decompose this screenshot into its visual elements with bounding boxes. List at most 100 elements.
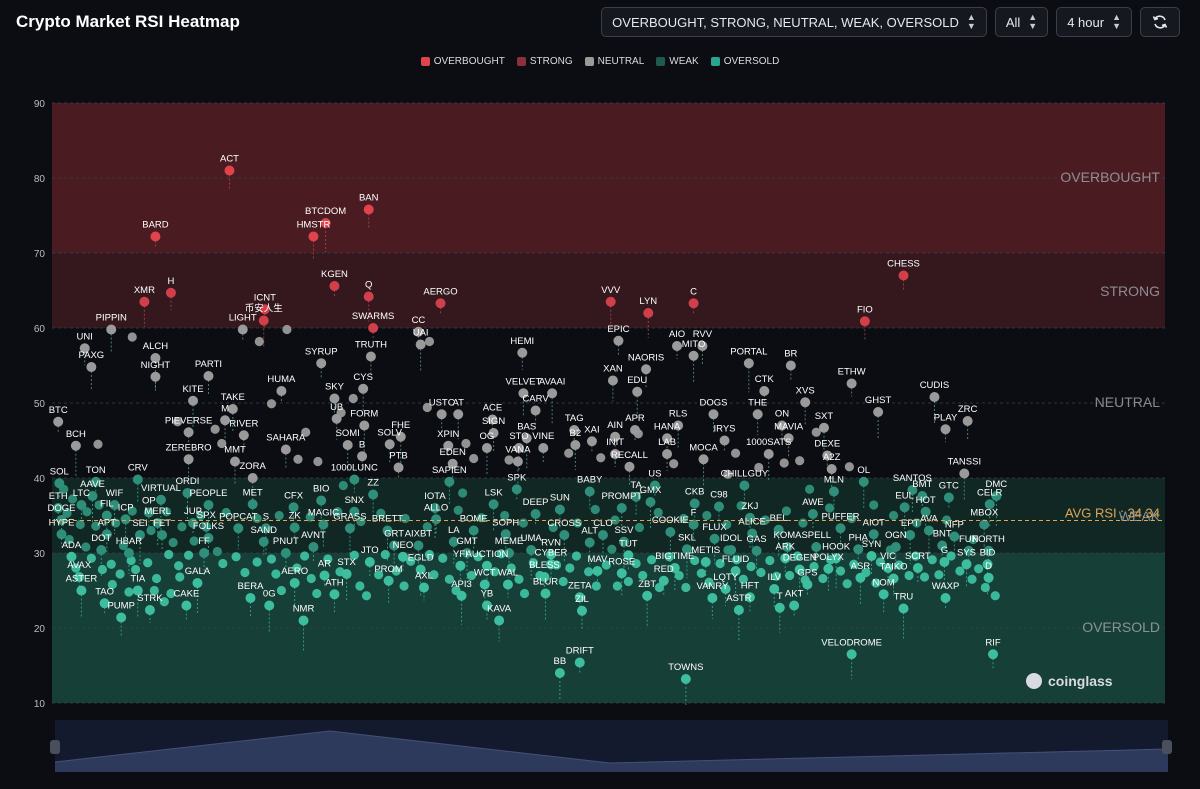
coin-point — [521, 433, 532, 444]
coin-label: LIGHT — [229, 313, 257, 324]
zoom-preview-area — [55, 731, 1168, 772]
coin-label: EDU — [627, 375, 647, 386]
coin-point — [754, 462, 764, 473]
coin-point — [175, 572, 185, 582]
coin-label: MAV — [588, 554, 609, 565]
coin-point — [368, 323, 379, 333]
coin-point — [512, 456, 523, 467]
coin-label: KGEN — [321, 269, 348, 280]
coin-point — [983, 572, 994, 583]
coin-label: MITO — [682, 339, 706, 350]
coin-point — [306, 573, 316, 584]
coin-label: CAKE — [173, 589, 199, 600]
coin-point — [564, 448, 574, 458]
timeframe-select[interactable]: 4 hour ▲ ▼ — [1056, 7, 1132, 37]
coin-point — [391, 566, 401, 576]
legend-item-neutral[interactable]: NEUTRAL — [584, 56, 644, 67]
coin-point — [144, 605, 155, 615]
coin-label: CELR — [977, 487, 1002, 498]
coin-label: FLUX — [702, 522, 727, 533]
legend-item-oversold[interactable]: OVERSOLD — [710, 56, 779, 67]
coin-point — [904, 570, 914, 581]
coin-label: CTK — [755, 374, 775, 385]
zoom-handle-right[interactable] — [1162, 740, 1172, 754]
coin-point — [990, 591, 1000, 601]
coin-point — [937, 540, 948, 551]
coin-label: ARK — [776, 541, 796, 552]
coin-label: TANSSI — [948, 457, 982, 468]
coin-label: SPX — [197, 510, 217, 521]
legend-swatch — [584, 57, 594, 66]
coin-point — [481, 560, 492, 571]
coin-point — [612, 581, 622, 591]
coin-point — [967, 574, 977, 584]
scope-filter-select[interactable]: All ▲ ▼ — [994, 7, 1049, 37]
coin-label: FIO — [857, 304, 873, 315]
legend-item-strong[interactable]: STRONG — [516, 56, 573, 67]
coin-point — [363, 291, 374, 302]
refresh-icon — [1152, 15, 1168, 29]
coin-label: TA — [630, 480, 642, 491]
zoom-preview-line — [54, 730, 1169, 764]
coin-label: PROMPT — [601, 491, 642, 502]
coin-label: MBOX — [970, 508, 999, 519]
coin-point — [53, 503, 64, 513]
coin-label: SOLV — [377, 427, 402, 438]
coin-point — [610, 449, 621, 459]
coin-point — [82, 507, 92, 517]
coin-label: ZEREBRO — [166, 442, 212, 453]
coin-point — [653, 507, 663, 518]
coin-point — [431, 514, 442, 525]
legend-item-weak[interactable]: WEAK — [656, 56, 699, 67]
legend-item-overbought[interactable]: OVERBOUGHT — [420, 56, 505, 67]
coin-label: D — [985, 561, 992, 572]
coin-label: RIVER — [229, 418, 258, 429]
zone-filter-select[interactable]: OVERBOUGHT, STRONG, NEUTRAL, WEAK, OVERS… — [601, 7, 987, 37]
coin-point — [443, 440, 454, 451]
coin-point — [189, 536, 199, 546]
coin-label: B — [359, 439, 365, 450]
y-tick-label: 80 — [34, 174, 46, 185]
coin-point — [618, 536, 629, 547]
coin-label: BOME — [460, 514, 488, 525]
coin-label: LAB — [658, 437, 676, 448]
coin-label: PLAY — [934, 412, 958, 423]
scope-filter-value: All — [1005, 14, 1021, 30]
coin-point — [266, 399, 277, 409]
y-tick-label: 50 — [34, 399, 46, 410]
coin-point — [774, 602, 785, 613]
coin-point — [494, 615, 505, 626]
coin-label: PORTAL — [730, 346, 767, 357]
zoom-handle-left[interactable] — [50, 740, 60, 754]
coin-label: ACE — [483, 403, 503, 414]
coin-point — [623, 550, 634, 561]
coin-point — [518, 518, 529, 528]
zoom-slider[interactable] — [50, 720, 1172, 772]
coin-point — [929, 392, 940, 402]
coin-point — [183, 427, 194, 438]
refresh-button[interactable] — [1140, 7, 1180, 37]
coin-label: SAND — [251, 525, 278, 536]
coin-point — [338, 480, 348, 491]
coin-label: B2 — [570, 428, 582, 439]
coin-label: XVS — [796, 385, 815, 396]
zone-label-strong: STRONG — [1100, 283, 1160, 299]
coin-point — [245, 593, 256, 603]
coin-point — [634, 522, 645, 533]
coin-label: ETHW — [838, 367, 866, 378]
coin-point — [150, 231, 161, 242]
coin-label: OGN — [885, 530, 907, 541]
coin-point — [894, 560, 904, 570]
coin-point — [607, 544, 617, 554]
coin-point — [81, 542, 91, 552]
coin-label: YB — [481, 589, 494, 600]
coin-point — [150, 371, 161, 382]
coin-point — [164, 549, 174, 560]
coin-point — [220, 415, 231, 426]
coin-label: HANA — [654, 421, 681, 432]
coin-point — [266, 554, 277, 564]
coin-point — [835, 566, 846, 576]
coin-point — [546, 549, 557, 560]
coin-label: SYS — [957, 547, 976, 558]
